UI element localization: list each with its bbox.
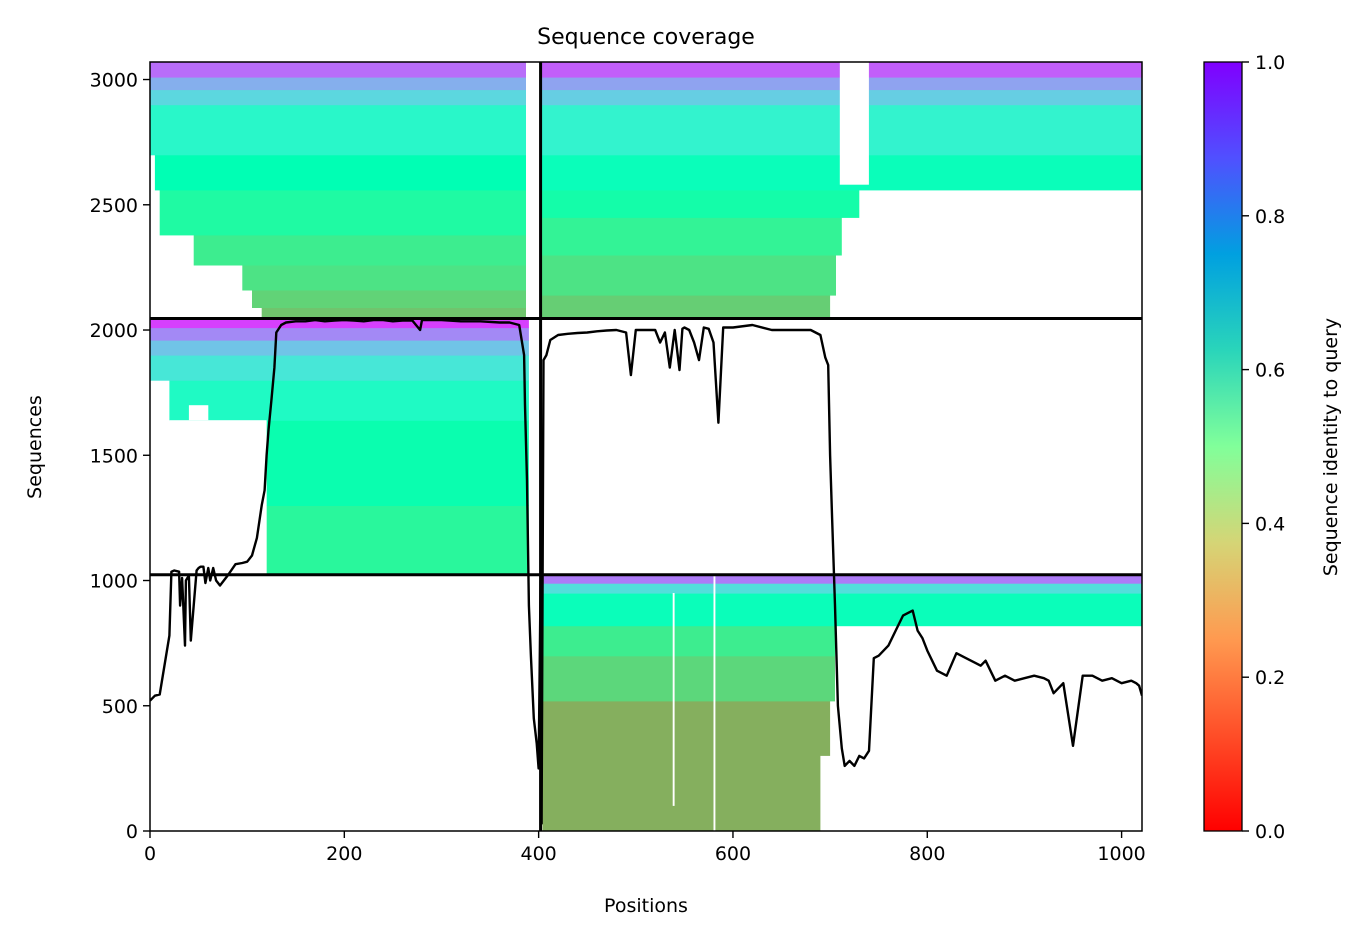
coverage-band-0-6 bbox=[150, 104, 529, 156]
coverage-band-3-5 bbox=[542, 574, 1142, 584]
coverage-band-0-0 bbox=[261, 307, 529, 320]
coverage-band-3-4 bbox=[542, 583, 1142, 594]
gap-1 bbox=[839, 62, 869, 185]
coverage-band-2-5 bbox=[150, 327, 529, 341]
coverage-band-2-1 bbox=[266, 420, 529, 506]
y-axis-ticks: 0 500 1000 1500 2000 2500 3000 bbox=[90, 70, 150, 843]
coverage-band-2-2 bbox=[169, 380, 529, 421]
coverage-band-1-0 bbox=[540, 295, 831, 320]
colorbar-tick-label-2: 0.4 bbox=[1255, 513, 1285, 535]
y-tick-label-1: 500 bbox=[102, 696, 138, 718]
gap-7 bbox=[188, 405, 209, 421]
y-axis-label: Sequences bbox=[24, 395, 46, 499]
plot-area bbox=[150, 62, 1142, 831]
colorbar-ticks: 0.0 0.2 0.4 0.6 0.8 1.0 bbox=[1242, 52, 1285, 843]
coverage-band-1-3 bbox=[540, 189, 860, 218]
coverage-band-3-1 bbox=[542, 655, 835, 702]
y-tick-label-5: 2500 bbox=[90, 195, 138, 217]
coverage-band-0-8 bbox=[150, 77, 529, 91]
coverage-band-0-9 bbox=[150, 62, 529, 78]
gap-5 bbox=[672, 593, 675, 806]
coverage-band-3-3 bbox=[542, 593, 1142, 627]
plot-frame bbox=[149, 61, 1143, 832]
colorbar-gradient bbox=[1203, 61, 1243, 832]
y-tick-label-6: 3000 bbox=[90, 70, 138, 92]
coverage-band-2-4 bbox=[150, 340, 529, 356]
colorbar-tick-label-5: 1.0 bbox=[1255, 52, 1285, 74]
coverage-band-0-5 bbox=[154, 154, 529, 191]
colorbar-tick-label-4: 0.8 bbox=[1255, 206, 1285, 228]
coverage-band-2-6 bbox=[150, 318, 529, 329]
x-tick-label-4: 800 bbox=[909, 843, 945, 865]
coverage-band-0-1 bbox=[252, 289, 529, 308]
y-tick-label-3: 1500 bbox=[90, 445, 138, 467]
coverage-band-0-4 bbox=[159, 189, 529, 236]
coverage-band-1-2 bbox=[540, 217, 842, 256]
coverage-band-0-3 bbox=[193, 234, 529, 266]
colorbar-label: Sequence identity to query bbox=[1320, 318, 1342, 576]
coverage-line bbox=[150, 318, 1142, 825]
y-tick-label-4: 2000 bbox=[90, 320, 138, 342]
gap-0 bbox=[526, 62, 538, 319]
colorbar-tick-label-0: 0.0 bbox=[1255, 821, 1285, 843]
coverage-band-1-1 bbox=[540, 254, 836, 296]
coverage-band-2-0 bbox=[266, 505, 529, 576]
x-tick-label-5: 1000 bbox=[1097, 843, 1145, 865]
colorbar: 0.0 0.2 0.4 0.6 0.8 1.0 Sequence identity to … bbox=[1203, 52, 1342, 843]
colorbar-tick-label-3: 0.6 bbox=[1255, 360, 1285, 382]
coverage-band-3-2 bbox=[542, 625, 835, 657]
gap-4 bbox=[713, 574, 716, 831]
y-tick-label-2: 1000 bbox=[90, 571, 138, 593]
chart-title: Sequence coverage bbox=[537, 25, 755, 50]
x-axis-ticks: 0 200 400 600 800 1000 bbox=[144, 831, 1146, 865]
gap-2 bbox=[834, 785, 848, 831]
coverage-band-3-0 bbox=[542, 700, 831, 831]
x-axis-label: Positions bbox=[604, 895, 688, 917]
coverage-band-2-3 bbox=[150, 355, 529, 381]
gap-3 bbox=[820, 755, 833, 831]
x-tick-label-2: 400 bbox=[521, 843, 557, 865]
coverage-band-0-2 bbox=[242, 264, 529, 291]
x-tick-label-3: 600 bbox=[715, 843, 751, 865]
colorbar-tick-label-1: 0.2 bbox=[1255, 667, 1285, 689]
x-tick-label-0: 0 bbox=[144, 843, 156, 865]
y-tick-label-0: 0 bbox=[126, 821, 138, 843]
alignment-gaps bbox=[169, 62, 869, 831]
x-tick-label-1: 200 bbox=[326, 843, 362, 865]
gap-6 bbox=[169, 420, 267, 575]
coverage-band-0-7 bbox=[150, 89, 529, 106]
